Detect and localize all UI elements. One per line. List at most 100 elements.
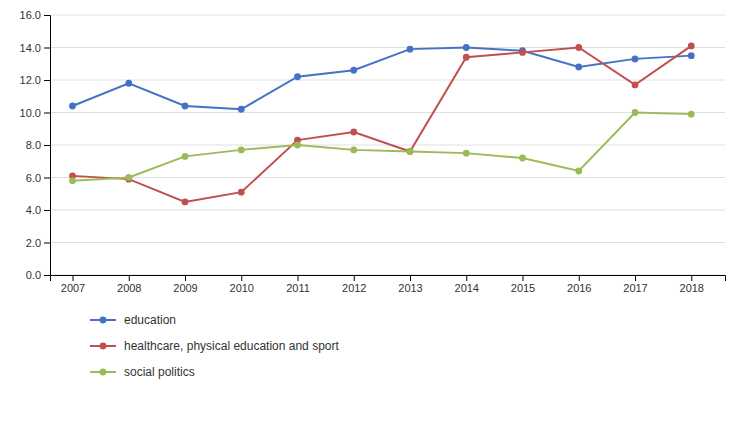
data	[69, 42, 695, 205]
tick-mark	[44, 275, 50, 276]
tick-label: 2018	[680, 282, 704, 294]
legend-item: education	[90, 313, 176, 327]
axis-line	[51, 276, 726, 282]
legend-label: education	[124, 313, 176, 327]
point	[519, 155, 526, 162]
tick-label: 16.0	[20, 9, 41, 21]
tick-mark	[44, 243, 50, 244]
legend-label: social politics	[124, 365, 195, 379]
legend-item: social politics	[90, 365, 195, 379]
axis-line	[44, 16, 51, 276]
line	[73, 46, 692, 202]
series	[69, 44, 695, 113]
line	[73, 113, 692, 181]
legend-marker	[100, 317, 107, 324]
tick-label: 2.0	[26, 237, 41, 249]
point	[294, 142, 301, 149]
point	[294, 73, 301, 80]
series	[69, 109, 695, 184]
tick-mark	[44, 210, 50, 211]
point	[688, 42, 695, 49]
tick: 16.0	[20, 9, 50, 21]
tick-label: 2008	[117, 282, 141, 294]
series	[69, 42, 695, 205]
tick-mark	[241, 275, 242, 281]
plot: 2007 2008 2009 2010 2011 2012 2013 2014 2015 2016…	[20, 9, 726, 294]
legend: education healthcare, physical education …	[90, 313, 339, 379]
point	[463, 54, 470, 61]
point	[350, 146, 357, 153]
line	[73, 48, 692, 110]
point	[350, 129, 357, 136]
tick-label: 10.0	[20, 107, 41, 119]
tick-mark	[44, 145, 50, 146]
tick-mark	[44, 113, 50, 114]
point	[575, 44, 582, 51]
tick: 2.0	[26, 237, 50, 249]
y-axis: 0.0 2.0 4.0 6.0 8.0 10.0 12.0 14.0 16.0	[20, 9, 51, 281]
grid-line	[50, 15, 725, 16]
tick-mark	[44, 48, 50, 49]
tick-label: 2012	[342, 282, 366, 294]
tick: 2007	[61, 275, 85, 294]
tick: 2016	[567, 275, 591, 294]
tick: 2015	[511, 275, 535, 294]
tick-label: 2015	[511, 282, 535, 294]
tick-label: 2009	[173, 282, 197, 294]
point	[575, 64, 582, 71]
point	[632, 81, 639, 88]
grid-line	[50, 242, 725, 243]
point	[238, 106, 245, 113]
point	[688, 111, 695, 118]
point	[182, 103, 189, 110]
legend-label: healthcare, physical education and sport	[124, 339, 339, 353]
point	[632, 55, 639, 62]
grid-line	[50, 47, 725, 48]
tick-mark	[129, 275, 130, 281]
tick: 2008	[117, 275, 141, 294]
grid-line	[50, 177, 725, 178]
point	[463, 150, 470, 157]
tick-label: 2007	[61, 282, 85, 294]
tick: 2009	[173, 275, 197, 294]
point	[182, 198, 189, 205]
tick-label: 8.0	[26, 139, 41, 151]
grid	[50, 15, 725, 275]
tick-label: 2011	[286, 282, 310, 294]
tick-mark	[523, 275, 524, 281]
point	[238, 146, 245, 153]
chart: 2007 2008 2009 2010 2011 2012 2013 2014 2015 2016…	[0, 0, 750, 425]
point	[632, 109, 639, 116]
tick: 2011	[286, 275, 310, 294]
tick: 2014	[455, 275, 479, 294]
point	[350, 67, 357, 74]
tick-label: 12.0	[20, 74, 41, 86]
tick-mark	[44, 80, 50, 81]
tick-mark	[44, 15, 50, 16]
tick: 2017	[623, 275, 647, 294]
point	[69, 177, 76, 184]
point	[407, 46, 414, 53]
tick-mark	[691, 275, 692, 281]
tick-mark	[298, 275, 299, 281]
tick: 2012	[342, 275, 366, 294]
tick-label: 2016	[567, 282, 591, 294]
tick: 2013	[398, 275, 422, 294]
point	[69, 103, 76, 110]
tick-mark	[354, 275, 355, 281]
tick-label: 2013	[398, 282, 422, 294]
legend-item: healthcare, physical education and sport	[90, 339, 339, 353]
point	[407, 148, 414, 155]
tick-mark	[44, 178, 50, 179]
point	[125, 80, 132, 87]
tick-label: 0.0	[26, 269, 41, 281]
tick: 14.0	[20, 42, 50, 54]
point	[575, 168, 582, 175]
point	[463, 44, 470, 51]
tick-label: 6.0	[26, 172, 41, 184]
tick-label: 4.0	[26, 204, 41, 216]
tick: 4.0	[26, 204, 50, 216]
tick-label: 2010	[230, 282, 254, 294]
tick-mark	[410, 275, 411, 281]
point	[238, 189, 245, 196]
